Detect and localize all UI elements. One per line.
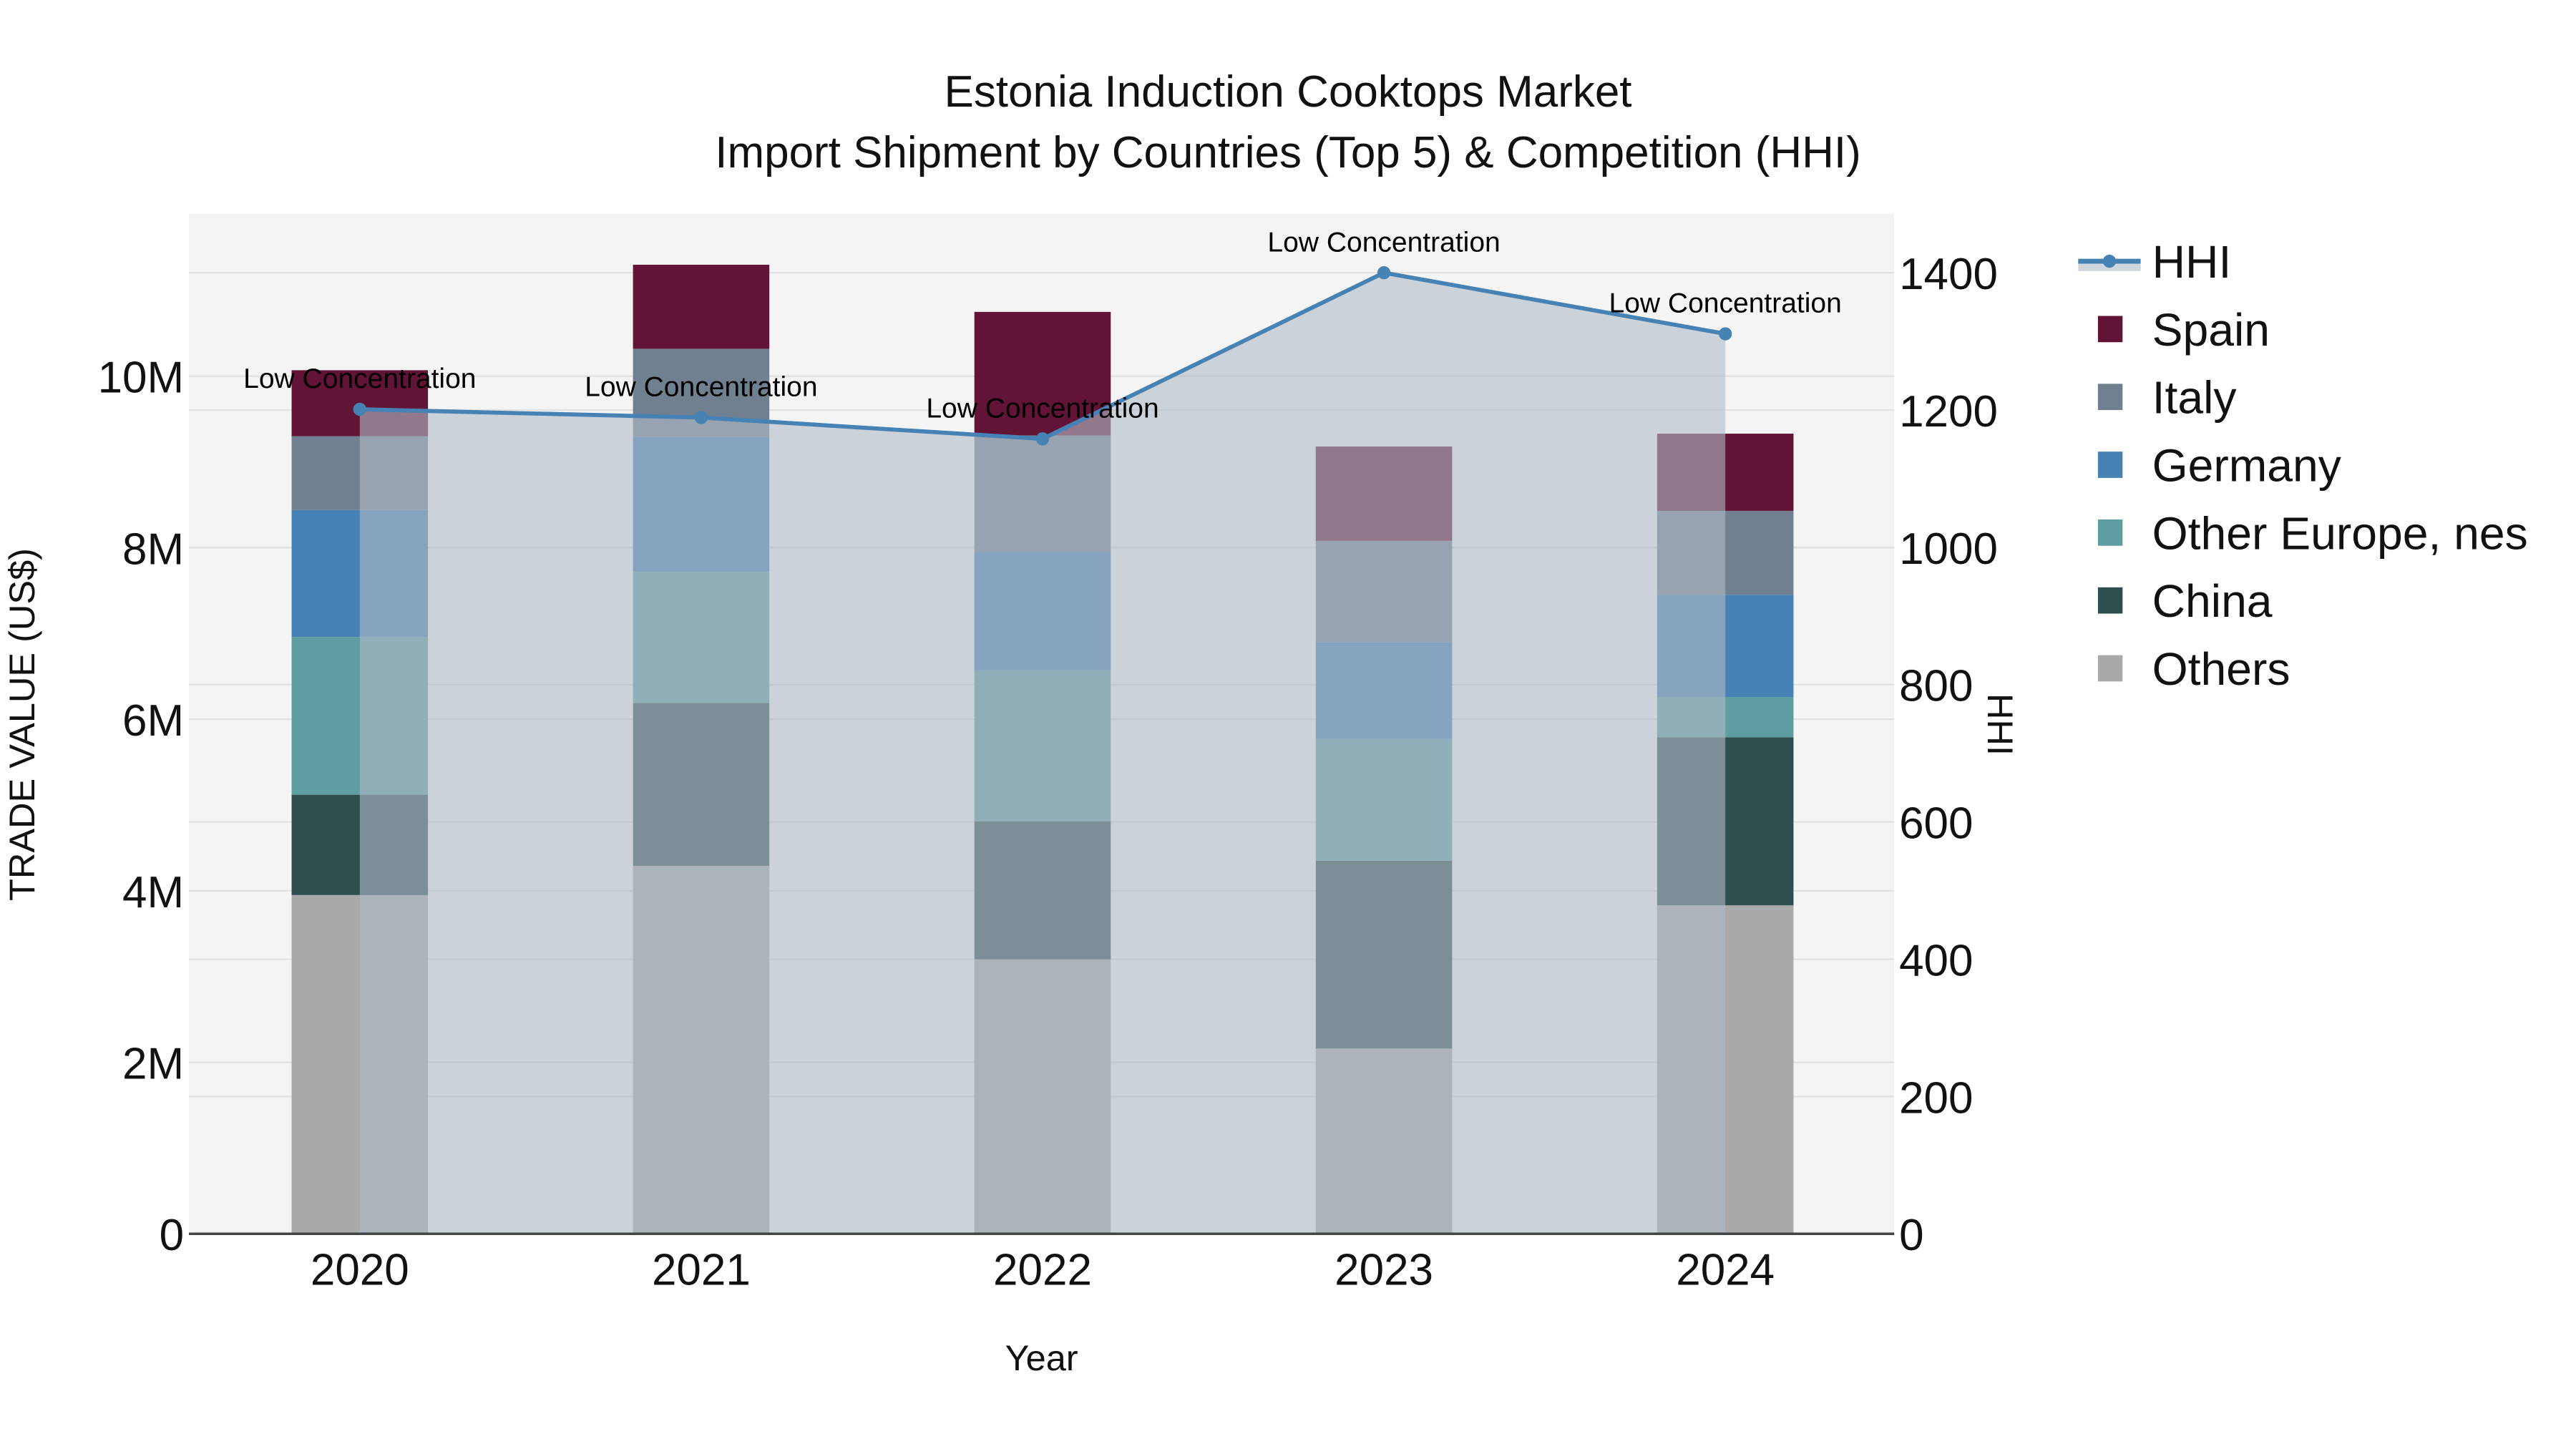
legend-label: HHI <box>2152 236 2232 288</box>
hhi-point-2024[interactable] <box>1718 327 1732 341</box>
y-tick-label: 6M <box>122 696 184 746</box>
legend-swatch-icon <box>2097 655 2123 682</box>
legend-label: China <box>2152 575 2273 627</box>
hhi-point-2021[interactable] <box>694 411 708 424</box>
x-tick-label: 2024 <box>1676 1245 1775 1294</box>
x-axis-title: Year <box>1005 1337 1078 1378</box>
hhi-point-2020[interactable] <box>353 402 366 416</box>
chart-title: Estonia Induction Cooktops Market <box>944 67 1631 117</box>
y2-tick-label: 800 <box>1899 662 1973 711</box>
y2-axis-title: HHI <box>1980 693 2021 756</box>
legend-item-others[interactable]: Others <box>2097 643 2290 695</box>
legend-label: Others <box>2152 643 2290 695</box>
hhi-annotation: Low Concentration <box>1609 288 1842 319</box>
hhi-annotation: Low Concentration <box>243 364 476 394</box>
legend-swatch-icon <box>2097 316 2123 343</box>
x-tick-label: 2020 <box>311 1245 409 1294</box>
chart-subtitle: Import Shipment by Countries (Top 5) & C… <box>715 128 1860 177</box>
legend-label: Germany <box>2152 439 2341 491</box>
hhi-annotation: Low Concentration <box>926 393 1158 424</box>
legend-item-italy[interactable]: Italy <box>2097 372 2237 424</box>
y2-tick-label: 400 <box>1899 936 1973 985</box>
hhi-area <box>359 273 1726 1234</box>
x-tick-label: 2021 <box>652 1245 751 1294</box>
hhi-annotation: Low Concentration <box>585 372 817 403</box>
y-tick-label: 0 <box>160 1211 184 1260</box>
legend-item-china[interactable]: China <box>2097 575 2273 627</box>
plot-area: Low Concentration Low Concentration Low Co… <box>98 213 1998 1294</box>
y2-tick-label: 200 <box>1899 1073 1973 1123</box>
y2-tick-label: 1400 <box>1899 250 1998 299</box>
legend-label: Spain <box>2152 304 2270 356</box>
legend-label: Italy <box>2152 372 2237 424</box>
y2-tick-label: 1200 <box>1899 387 1998 436</box>
x-tick-label: 2023 <box>1335 1245 1433 1294</box>
y-tick-label: 2M <box>122 1039 184 1088</box>
y2-tick-label: 1000 <box>1899 525 1998 574</box>
y-tick-label: 10M <box>98 353 185 403</box>
legend-item-germany[interactable]: Germany <box>2097 439 2341 491</box>
legend-line-icon <box>2102 254 2117 268</box>
y-axis-title: TRADE VALUE (US$) <box>1 548 42 901</box>
hhi-point-2022[interactable] <box>1035 432 1050 446</box>
hhi-point-2023[interactable] <box>1377 265 1391 280</box>
legend-label: Other Europe, nes <box>2152 507 2528 559</box>
x-tick-label: 2022 <box>993 1245 1092 1294</box>
bar-segment-spain-2021[interactable] <box>633 264 770 349</box>
legend: HHI Spain Italy Germany Other Europe, nes Chi… <box>2078 236 2528 695</box>
legend-item-hhi[interactable]: HHI <box>2078 236 2231 288</box>
legend-swatch-icon <box>2097 519 2123 546</box>
legend-swatch-icon <box>2097 587 2123 614</box>
y2-tick-label: 0 <box>1899 1211 1923 1260</box>
y-tick-label: 8M <box>122 525 184 574</box>
legend-swatch-icon <box>2097 384 2123 411</box>
hhi-annotation: Low Concentration <box>1267 227 1500 258</box>
y-tick-label: 4M <box>122 868 184 917</box>
y2-tick-label: 600 <box>1899 799 1973 849</box>
legend-swatch-icon <box>2097 452 2123 478</box>
legend-item-spain[interactable]: Spain <box>2097 304 2270 356</box>
legend-item-other-europe-nes[interactable]: Other Europe, nes <box>2097 507 2528 559</box>
